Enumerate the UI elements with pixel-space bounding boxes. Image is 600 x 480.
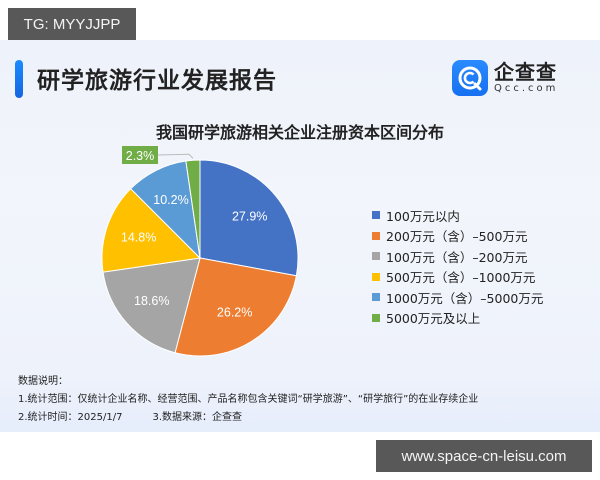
logo-text-cn: 企查查: [494, 60, 557, 84]
slice-label: 2.3%: [126, 149, 155, 163]
legend-swatch: [372, 231, 380, 240]
legend-swatch: [372, 272, 380, 281]
slice-label: 14.8%: [121, 231, 156, 245]
tg-badge: TG: MYYJJPP: [8, 8, 136, 40]
title-accent-bar: [15, 60, 23, 98]
legend-label: 100万元（含）–200万元: [386, 249, 528, 265]
pie-slice: [199, 159, 299, 277]
logo-text-en: Qcc.com: [494, 83, 559, 94]
report-title: 研学旅游行业发展报告: [37, 68, 277, 94]
data-notes: 数据说明： 1.统计范围：仅统计企业名称、经营范围、产品名称包含关键词“研学旅游…: [18, 373, 478, 427]
legend-swatch: [372, 313, 380, 322]
legend-label: 200万元（含）–500万元: [386, 229, 528, 245]
legend-label: 500万元（含）–1000万元: [386, 270, 536, 286]
legend-label: 5000万元及以上: [386, 311, 481, 327]
pie-slice: [185, 159, 201, 259]
legend-label: 1000万元（含）–5000万元: [386, 290, 544, 306]
qcc-logo-icon: [452, 60, 488, 96]
chart-legend: 100万元以内 200万元（含）–500万元 100万元（含）–200万元 50…: [372, 205, 543, 328]
report-card: 研学旅游行业发展报告 企查查 Qcc.com 我国研学旅游相关企业注册资本区间分…: [0, 40, 600, 432]
qcc-logo: 企查查 Qcc.com: [452, 60, 558, 96]
legend-item: 100万元（含）–200万元: [372, 246, 543, 267]
notes-scope: 1.统计范围：仅统计企业名称、经营范围、产品名称包含关键词“研学旅游”、“研学旅…: [18, 394, 479, 405]
legend-item: 500万元（含）–1000万元: [372, 267, 543, 288]
legend-label: 100万元以内: [386, 208, 460, 224]
slice-label: 26.2%: [217, 306, 252, 320]
slice-label: 27.9%: [232, 210, 267, 224]
pie-slice: [101, 187, 202, 273]
leader-line: [157, 153, 194, 159]
legend-item: 100万元以内: [372, 205, 543, 226]
legend-item: 200万元（含）–500万元: [372, 226, 543, 247]
legend-item: 5000万元及以上: [372, 308, 543, 329]
legend-swatch: [372, 211, 380, 220]
pie-slice: [174, 257, 297, 357]
pie-slice: [102, 257, 201, 354]
chart-title: 我国研学旅游相关企业注册资本区间分布: [155, 123, 444, 142]
watermark: www.space-cn-leisu.com: [376, 440, 592, 472]
notes-heading: 数据说明：: [18, 376, 68, 387]
legend-swatch: [372, 293, 380, 302]
legend-swatch: [372, 252, 380, 261]
outside-label-box: [122, 146, 158, 164]
legend-item: 1000万元（含）–5000万元: [372, 287, 543, 308]
slice-label: 10.2%: [153, 193, 188, 207]
notes-source: 3.数据来源：企查查: [152, 412, 242, 423]
slice-label: 18.6%: [134, 294, 169, 308]
notes-time: 2.统计时间：2025/1/7: [18, 412, 123, 423]
